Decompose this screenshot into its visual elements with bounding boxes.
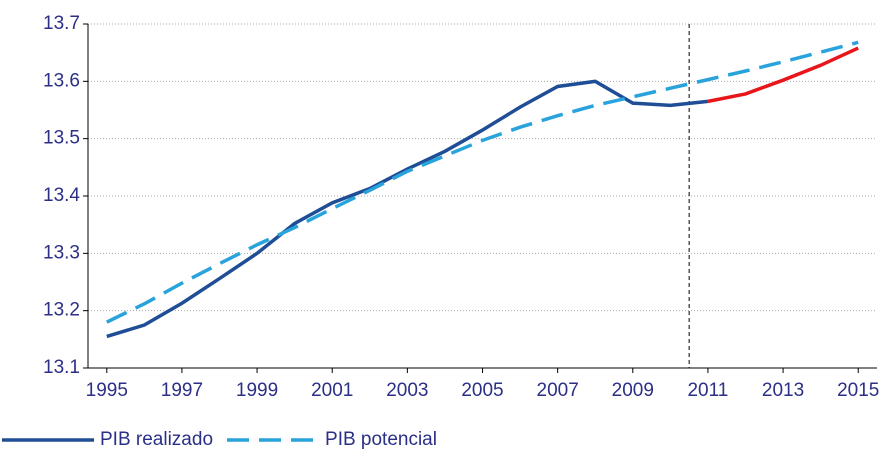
y-tick-label: 13.7 [43,13,80,34]
y-tick-label: 13.4 [43,185,80,206]
x-tick-label: 2013 [762,380,804,401]
x-tick-label: 2005 [461,380,503,401]
series-line [106,79,709,339]
y-tick-label: 13.3 [43,242,80,263]
x-tick-label: 2015 [837,380,879,401]
x-tick-label: 2007 [537,380,579,401]
x-tick-label: 2003 [386,380,428,401]
y-tick-label: 13.5 [43,128,80,149]
x-tick-label: 1999 [236,380,278,401]
x-tick-label: 2001 [311,380,353,401]
legend-label: PIB potencial [325,429,437,450]
x-tick-label: 1997 [161,380,203,401]
y-tick-label: 13.2 [43,300,80,321]
series-line [106,40,859,324]
y-tick-label: 13.1 [43,357,80,378]
x-tick-label: 1995 [86,380,128,401]
x-tick-label: 2011 [687,380,728,401]
legend-label: PIB realizado [100,429,213,450]
y-tick-label: 13.6 [43,70,80,91]
x-tick-label: 2009 [612,380,654,401]
series-line [707,46,859,104]
